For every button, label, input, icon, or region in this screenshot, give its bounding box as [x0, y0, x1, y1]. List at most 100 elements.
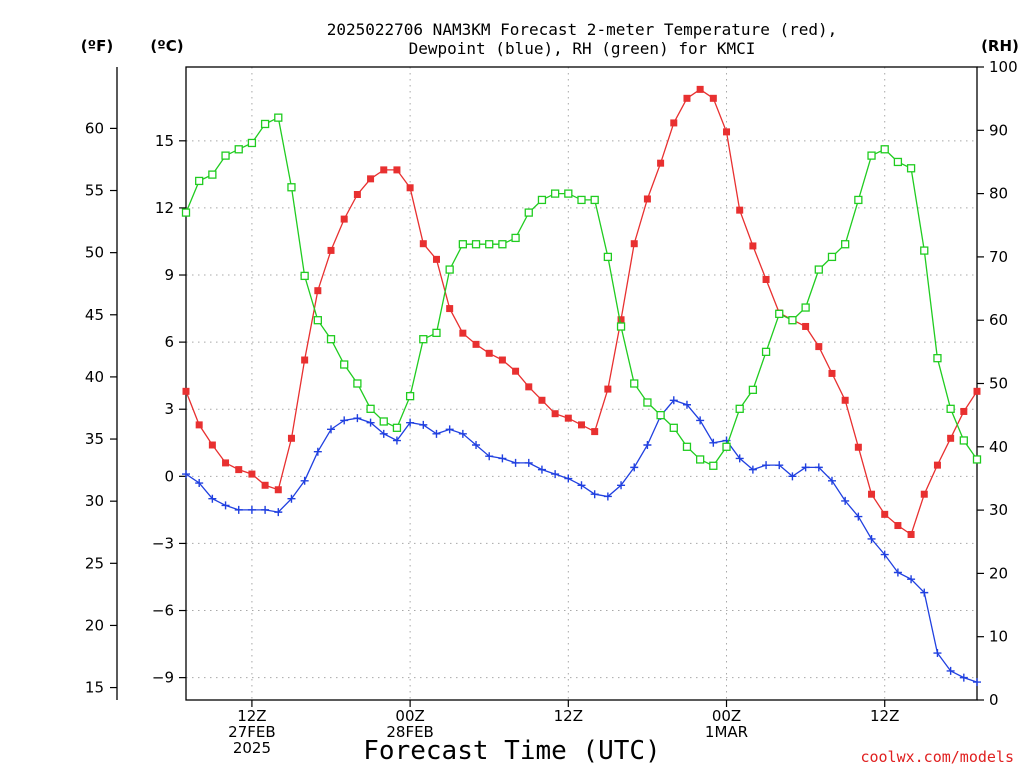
- dewpoint-point: [748, 465, 757, 474]
- dewpoint-point: [551, 470, 560, 479]
- temperature-point: [907, 530, 915, 538]
- fahrenheit-tick-label: 45: [85, 306, 104, 324]
- dewpoint-point: [920, 588, 929, 597]
- temperature-point: [538, 396, 546, 404]
- rh-point: [630, 379, 639, 388]
- rh-point: [221, 151, 230, 160]
- rh-point: [498, 240, 507, 249]
- temperature-point: [195, 421, 203, 429]
- dewpoint-point: [814, 463, 823, 472]
- rh-point: [669, 423, 678, 432]
- temperature-point: [630, 240, 638, 248]
- rh-point: [722, 442, 731, 451]
- rh-point: [906, 164, 916, 173]
- rh-point: [524, 208, 533, 217]
- temperature-point: [208, 441, 216, 449]
- temperature-point: [287, 434, 295, 442]
- rh-tick-label: 20: [989, 564, 1008, 582]
- dewpoint-point: [827, 476, 836, 485]
- credit-label: coolwx.com/models: [860, 748, 1014, 766]
- fahrenheit-unit-label: (ºF): [81, 37, 113, 55]
- rh-tick-label: 50: [989, 375, 1008, 393]
- temperature-point: [432, 255, 440, 263]
- rh-point: [709, 461, 718, 470]
- temperature-point: [868, 490, 876, 498]
- x-tick-label: 1MAR: [705, 723, 748, 741]
- rh-point: [419, 335, 428, 344]
- rh-point: [827, 252, 837, 262]
- dewpoint-point: [907, 575, 916, 584]
- temperature-point: [841, 396, 849, 404]
- dewpoint-point: [893, 568, 902, 577]
- temperature-point: [643, 195, 651, 203]
- rh-point: [208, 170, 217, 179]
- rh-point: [313, 316, 322, 325]
- rh-point: [234, 145, 243, 154]
- dewpoint-point: [445, 425, 454, 434]
- series-line-rh: [185, 116, 978, 467]
- dewpoint-point: [617, 481, 626, 490]
- temperature-point: [406, 184, 414, 192]
- dewpoint-point: [946, 666, 955, 675]
- temperature-point: [973, 387, 981, 395]
- chart-title-line-1: 2025022706 NAM3KM Forecast 2-meter Tempe…: [327, 20, 838, 39]
- dewpoint-point: [709, 438, 718, 447]
- dewpoint-point: [379, 429, 388, 438]
- dewpoint-point: [458, 429, 467, 438]
- fahrenheit-tick-label: 55: [85, 182, 104, 200]
- chart-title-line-2: Dewpoint (blue), RH (green) for KMCI: [409, 39, 756, 58]
- dewpoint-point: [959, 673, 968, 682]
- dewpoint-point: [392, 436, 401, 445]
- dewpoint-point: [854, 512, 863, 521]
- rh-point: [893, 157, 903, 167]
- temperature-point: [248, 470, 256, 478]
- celsius-unit-label: (ºC): [150, 37, 183, 55]
- x-tick-label: 00Z: [395, 707, 424, 725]
- temperature-point: [327, 246, 335, 254]
- celsius-tick-label: 0: [164, 467, 174, 485]
- x-tick-label: 2025: [233, 739, 271, 757]
- dewpoint-point: [287, 494, 296, 503]
- grid-lines: [186, 67, 977, 700]
- dewpoint-point: [234, 505, 243, 514]
- rh-point: [748, 385, 758, 394]
- rh-point: [392, 423, 402, 432]
- temperature-point: [525, 383, 533, 391]
- dewpoint-point: [669, 396, 678, 405]
- rh-point: [603, 252, 613, 262]
- temperature-point: [314, 287, 322, 295]
- rh-point: [696, 455, 705, 464]
- temperature-point: [894, 522, 902, 530]
- dewpoint-point: [762, 461, 771, 470]
- temperature-point: [683, 94, 691, 102]
- temperature-point: [749, 242, 757, 250]
- dewpoint-point: [485, 452, 494, 461]
- temperature-point: [591, 428, 599, 436]
- fahrenheit-tick-label: 15: [85, 679, 104, 697]
- rh-point: [972, 455, 982, 464]
- rh-tick-label: 90: [989, 121, 1008, 139]
- rh-point: [933, 354, 942, 363]
- celsius-tick-label: 6: [164, 333, 174, 351]
- rh-point: [564, 189, 573, 198]
- temperature-point: [182, 387, 190, 395]
- x-tick-label: 27FEB: [228, 723, 275, 741]
- rh-point: [287, 183, 296, 192]
- rh-point: [643, 398, 652, 407]
- temperature-point: [261, 481, 269, 489]
- temperature-point: [498, 356, 506, 364]
- celsius-tick-label: 12: [155, 199, 174, 217]
- rh-point: [353, 379, 362, 388]
- celsius-tick-label: 15: [155, 132, 174, 150]
- temperature-point: [512, 367, 520, 375]
- temperature-point: [815, 343, 823, 351]
- dewpoint-point: [353, 414, 362, 423]
- series-line-temperature: [185, 88, 978, 536]
- data-series: [181, 85, 982, 687]
- dewpoint-point: [643, 441, 652, 450]
- rh-point: [432, 328, 441, 338]
- rh-point: [445, 265, 454, 274]
- temperature-point: [353, 190, 361, 198]
- rh-point: [735, 404, 744, 413]
